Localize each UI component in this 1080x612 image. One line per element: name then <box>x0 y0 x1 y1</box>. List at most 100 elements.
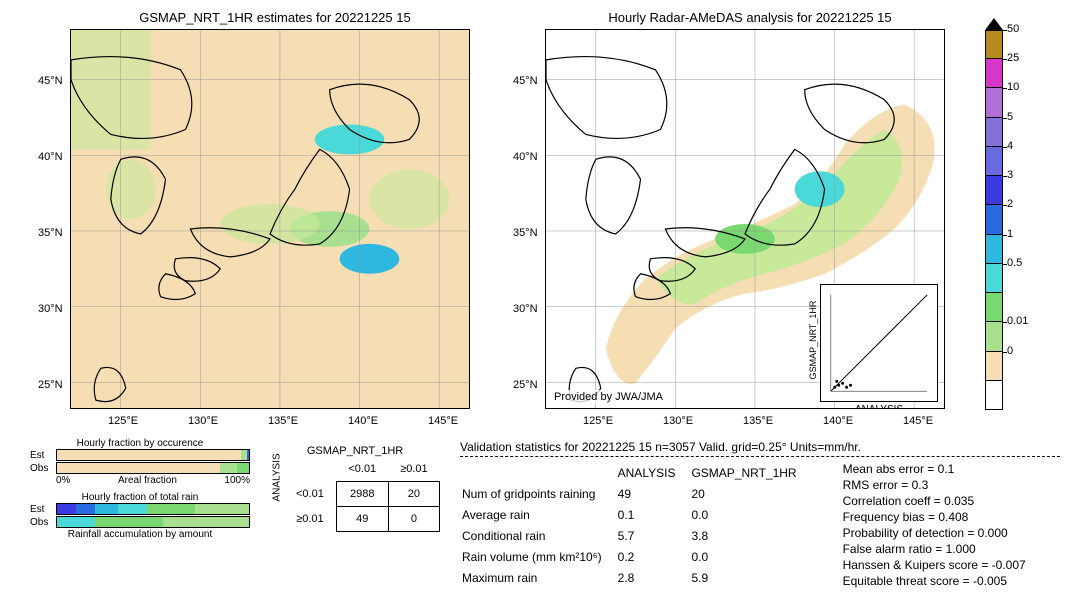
right-xtick-4: 145°E <box>903 415 933 427</box>
frac-occ-obs-bar <box>56 462 250 474</box>
left-map-area <box>70 29 470 409</box>
colorbar-seg <box>985 264 1003 293</box>
val-colB: GSMAP_NRT_1HR <box>691 463 810 482</box>
frac-obs-label: Obs <box>30 463 56 474</box>
right-map-title: Hourly Radar-AMeDAS analysis for 2022122… <box>545 10 955 25</box>
m1: RMS error = 0.3 <box>843 477 1026 493</box>
colorbar-label: 25 <box>1007 52 1019 64</box>
val-header: Validation statistics for 20221225 15 n=… <box>460 440 1060 454</box>
colorbar-seg <box>985 176 1003 205</box>
left-ytick-4: 45°N <box>38 75 63 87</box>
vr2k: Conditional rain <box>462 526 616 545</box>
colorbar-label: 0.01 <box>1007 315 1028 327</box>
right-map-panel: Hourly Radar-AMeDAS analysis for 2022122… <box>545 10 955 409</box>
frac-xlm: Areal fraction <box>118 475 177 486</box>
right-xtick-3: 140°E <box>823 415 853 427</box>
frac-xl0: 0% <box>56 475 70 486</box>
m0: Mean abs error = 0.1 <box>843 461 1026 477</box>
colorbar-seg <box>985 235 1003 264</box>
right-ytick-2: 35°N <box>513 227 538 239</box>
left-xtick-2: 135°E <box>268 415 298 427</box>
vr1a: 0.1 <box>618 505 690 524</box>
m4: Probability of detection = 0.000 <box>843 525 1026 541</box>
ct-c01: 20 <box>388 482 439 507</box>
frac-total-est-bar <box>56 503 250 515</box>
ct-header: GSMAP_NRT_1HR <box>270 445 440 457</box>
stats-metrics: Mean abs error = 0.1 RMS error = 0.3 Cor… <box>843 461 1026 589</box>
figure-root: GSMAP_NRT_1HR estimates for 20221225 15 <box>0 0 1080 612</box>
frac-caption: Rainfall accumulation by amount <box>30 529 250 540</box>
colorbar-seg <box>985 59 1003 88</box>
right-ytick-1: 30°N <box>513 303 538 315</box>
colorbar-label: 5 <box>1007 111 1013 123</box>
ct-c10: 49 <box>336 507 388 532</box>
colorbar-label: 1 <box>1007 228 1013 240</box>
ct-row0: <0.01 <box>284 482 336 507</box>
frac-est-label: Est <box>30 450 56 461</box>
colorbar-label: 3 <box>1007 169 1013 181</box>
vr0k: Num of gridpoints raining <box>462 484 616 503</box>
colorbar-label: 0 <box>1007 345 1013 357</box>
vr4k: Maximum rain <box>462 568 616 587</box>
frac-occ-est-bar <box>56 449 250 461</box>
vr1b: 0.0 <box>691 505 810 524</box>
colorbar-label: 10 <box>1007 81 1019 93</box>
colorbar-label: 50 <box>1007 23 1019 35</box>
vr2a: 5.7 <box>618 526 690 545</box>
colorbar-seg <box>985 381 1003 410</box>
m5: False alarm ratio = 1.000 <box>843 541 1026 557</box>
fraction-panels: Hourly fraction by occurence Est Obs 0% A… <box>30 438 250 540</box>
colorbar-top-arrow <box>985 18 1003 30</box>
vr3a: 0.2 <box>618 547 690 566</box>
right-map-area: Provided by JWA/JMA ANALYSIS GSMAP_NRT_1… <box>545 29 945 409</box>
vr0b: 20 <box>691 484 810 503</box>
colorbar-seg <box>985 322 1003 351</box>
ct-c11: 0 <box>388 507 439 532</box>
contingency-table: <0.01≥0.01 <0.01298820 ≥0.01490 <box>284 457 440 532</box>
colorbar-label: 4 <box>1007 140 1013 152</box>
colorbar-seg <box>985 205 1003 234</box>
left-map-svg <box>71 30 469 408</box>
right-xtick-2: 135°E <box>743 415 773 427</box>
vr0a: 49 <box>618 484 690 503</box>
left-xtick-4: 145°E <box>428 415 458 427</box>
colorbar-seg <box>985 147 1003 176</box>
vr2b: 3.8 <box>691 526 810 545</box>
colorbar-seg <box>985 352 1003 381</box>
colorbar-seg <box>985 88 1003 117</box>
inset-xlabel: ANALYSIS <box>821 404 937 409</box>
contingency-panel: GSMAP_NRT_1HR ANALYSIS <0.01≥0.01 <0.012… <box>270 445 440 532</box>
right-xtick-0: 125°E <box>583 415 613 427</box>
left-ytick-0: 25°N <box>38 379 63 391</box>
colorbar-seg <box>985 30 1003 59</box>
ct-col0: <0.01 <box>336 457 388 482</box>
left-ytick-3: 40°N <box>38 151 63 163</box>
frac-total-obs-bar <box>56 516 250 528</box>
m6: Hanssen & Kuipers score = -0.007 <box>843 557 1026 573</box>
colorbar-seg <box>985 293 1003 322</box>
vr4b: 5.9 <box>691 568 810 587</box>
ct-side: ANALYSIS <box>272 488 283 502</box>
ct-col1: ≥0.01 <box>388 457 439 482</box>
stats-table: ANALYSISGSMAP_NRT_1HR Num of gridpoints … <box>460 461 813 589</box>
left-map-panel: GSMAP_NRT_1HR estimates for 20221225 15 <box>70 10 480 409</box>
val-colA: ANALYSIS <box>618 463 690 482</box>
m7: Equitable threat score = -0.005 <box>843 573 1026 589</box>
frac-occ-title: Hourly fraction by occurence <box>30 438 250 449</box>
left-xtick-0: 125°E <box>108 415 138 427</box>
scatter-inset: ANALYSIS GSMAP_NRT_1HR <box>820 284 938 402</box>
right-xtick-1: 130°E <box>663 415 693 427</box>
ct-row1: ≥0.01 <box>284 507 336 532</box>
frac-total-title: Hourly fraction of total rain <box>30 492 250 503</box>
vr1k: Average rain <box>462 505 616 524</box>
left-map-title: GSMAP_NRT_1HR estimates for 20221225 15 <box>70 10 480 25</box>
ct-c00: 2988 <box>336 482 388 507</box>
inset-ylabel: GSMAP_NRT_1HR <box>808 290 818 390</box>
left-ytick-1: 30°N <box>38 303 63 315</box>
frac-total-est-label: Est <box>30 504 56 515</box>
left-ytick-2: 35°N <box>38 227 63 239</box>
right-ytick-0: 25°N <box>513 379 538 391</box>
right-ytick-4: 45°N <box>513 75 538 87</box>
vr3b: 0.0 <box>691 547 810 566</box>
left-xtick-1: 130°E <box>188 415 218 427</box>
